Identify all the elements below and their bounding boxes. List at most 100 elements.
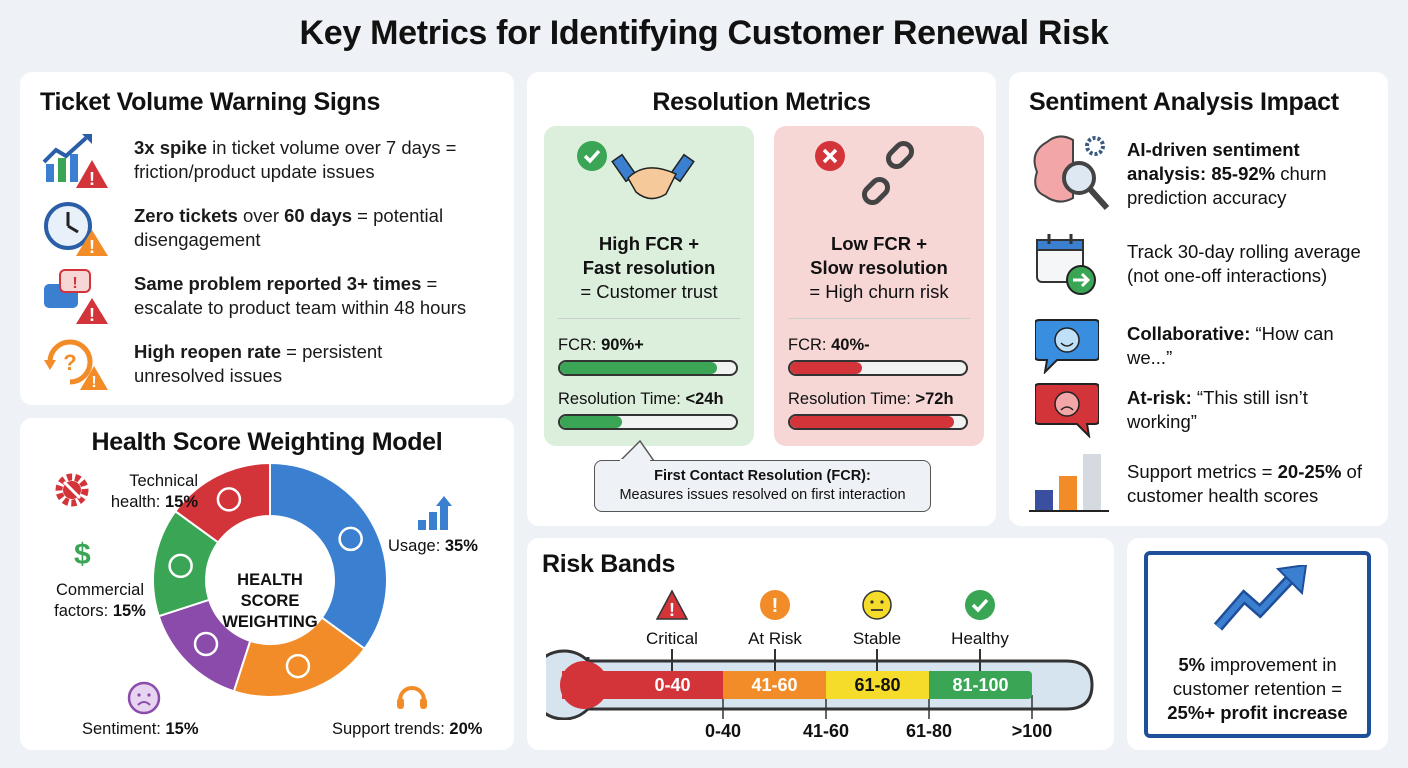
label-pct: 15% bbox=[165, 720, 199, 738]
ticket-item-repeat: Same problem reported 3+ times = escalat… bbox=[134, 272, 504, 320]
text-segment: 20-25% bbox=[1277, 461, 1342, 482]
svg-text:?: ? bbox=[63, 350, 76, 375]
clock-warning-icon: ! bbox=[42, 200, 110, 263]
svg-text:!: ! bbox=[91, 374, 96, 391]
page-title: Key Metrics for Identifying Customer Ren… bbox=[299, 14, 1109, 52]
band-label-at-risk: At Risk bbox=[748, 629, 802, 648]
ticket-item-spike: 3x spike in ticket volume over 7 days = … bbox=[134, 136, 494, 184]
fcr-progress-bar bbox=[558, 360, 738, 376]
ticket-item-zero: Zero tickets over 60 days = potential di… bbox=[134, 204, 494, 252]
fcr-callout: First Contact Resolution (FCR): Measures… bbox=[594, 460, 931, 512]
label-text: Sentiment: bbox=[82, 720, 166, 738]
label-text: Resolution Time: bbox=[558, 390, 686, 408]
risk-bands-heading: Risk Bands bbox=[542, 550, 676, 578]
text-segment: = potential disengagement bbox=[134, 205, 444, 250]
segment-icon bbox=[285, 653, 311, 679]
sad-face-icon bbox=[126, 680, 162, 721]
bar-fill bbox=[560, 416, 622, 428]
text-segment: “How can we...” bbox=[1127, 323, 1334, 368]
card-subtitle: = High churn risk bbox=[809, 281, 949, 302]
center-line: SCORE bbox=[240, 592, 300, 610]
health-score-panel: Health Score Weighting Model HEALTH SCOR… bbox=[20, 418, 514, 750]
tick-label: >100 bbox=[1011, 721, 1053, 741]
bar-chart-icon bbox=[1029, 454, 1109, 512]
label-text: FCR: bbox=[558, 336, 602, 354]
band-label-stable: Stable bbox=[852, 629, 902, 648]
usage-label: Usage: 35% bbox=[388, 536, 478, 557]
segment-icon bbox=[193, 631, 219, 657]
label-text: FCR: bbox=[788, 336, 832, 354]
fcr-value: 90%+ bbox=[601, 336, 644, 354]
text-segment: 60 days bbox=[284, 205, 353, 226]
trending-up-arrow-icon bbox=[1213, 565, 1308, 631]
resolution-time-label: Resolution Time: >72h bbox=[788, 390, 954, 409]
warning-triangle-icon: ! bbox=[655, 589, 689, 620]
label-text: Technical health: bbox=[110, 472, 198, 511]
trending-chart-warning-icon: ! bbox=[42, 132, 110, 195]
label-pct: 35% bbox=[444, 537, 478, 555]
center-line: HEALTH bbox=[237, 571, 303, 589]
sentiment-label: Sentiment: 15% bbox=[82, 719, 199, 740]
svg-text:!: ! bbox=[89, 169, 95, 189]
resolution-heading: Resolution Metrics bbox=[652, 88, 871, 116]
text-segment: Zero tickets bbox=[134, 205, 238, 226]
text-segment: 5% bbox=[1178, 654, 1206, 675]
bar-fill bbox=[560, 362, 717, 374]
text-segment: over bbox=[237, 205, 285, 226]
support-label: Support trends: 20% bbox=[332, 719, 482, 740]
fcr-progress-bar bbox=[788, 360, 968, 376]
health-score-donut bbox=[152, 461, 388, 698]
label-text: Resolution Time: bbox=[788, 390, 916, 408]
label-text: Usage: bbox=[388, 537, 445, 555]
sentiment-item-atrisk: At-risk: “This still isn’t working” bbox=[1127, 386, 1377, 434]
label-pct: 15% bbox=[164, 493, 198, 511]
check-circle-icon bbox=[965, 590, 995, 620]
sentiment-heading: Sentiment Analysis Impact bbox=[1029, 88, 1339, 116]
retention-panel: 5% improvement in customer retention = 2… bbox=[1127, 538, 1388, 750]
dollar-icon: $ bbox=[74, 538, 91, 571]
resolution-time-bar bbox=[558, 414, 738, 430]
fcr-value: 40%- bbox=[831, 336, 870, 354]
health-score-heading: Health Score Weighting Model bbox=[91, 428, 443, 456]
text-segment: 3x spike bbox=[134, 137, 208, 158]
band-critical: 0-40 bbox=[562, 671, 723, 699]
text-segment: = escalate to product team within 48 hou… bbox=[134, 273, 467, 318]
text-segment: AI-driven sentiment analysis: 85-92% bbox=[1127, 139, 1300, 184]
text-segment: “This still isn’t working” bbox=[1127, 387, 1308, 432]
text-segment: At-risk: bbox=[1127, 387, 1192, 408]
svg-text:!: ! bbox=[72, 275, 77, 292]
card-subtitle: = Customer trust bbox=[580, 281, 718, 302]
risk-bands-panel: Risk Bands bbox=[527, 538, 1114, 750]
callout-text: Measures issues resolved on first intera… bbox=[619, 487, 906, 503]
band-label-healthy: Healthy bbox=[951, 629, 1009, 648]
text-segment: of customer health scores bbox=[1127, 461, 1362, 506]
center-line: WEIGHTING bbox=[222, 613, 318, 631]
bar-fill bbox=[790, 416, 954, 428]
neutral-face-icon bbox=[862, 590, 892, 620]
gear-wrench-icon bbox=[52, 470, 92, 515]
band-range: 0-40 bbox=[654, 675, 691, 695]
bad-resolution-card: Low FCR + Slow resolution = High churn r… bbox=[774, 126, 984, 446]
text-segment: Track 30-day rolling average (not one-of… bbox=[1127, 241, 1361, 286]
band-stable: 61-80 bbox=[826, 671, 929, 699]
text-segment: Support metrics = bbox=[1127, 461, 1278, 482]
text-segment: Same problem reported 3+ times bbox=[134, 273, 422, 294]
time-value: >72h bbox=[915, 390, 954, 408]
sentiment-panel: Sentiment Analysis Impact AI-driven sent… bbox=[1009, 72, 1388, 526]
usage-bars-icon bbox=[416, 496, 456, 537]
label-text: Commercial factors: bbox=[54, 581, 144, 620]
donut-segment-usage bbox=[269, 461, 388, 651]
happy-chat-icon bbox=[1035, 319, 1099, 374]
resolution-time-label: Resolution Time: <24h bbox=[558, 390, 724, 409]
card-heading: Slow resolution bbox=[810, 257, 948, 278]
svg-text:!: ! bbox=[669, 600, 675, 620]
segment-icon bbox=[338, 526, 363, 552]
fcr-label: FCR: 90%+ bbox=[558, 336, 644, 355]
check-handshake-icon bbox=[577, 141, 695, 200]
time-value: <24h bbox=[685, 390, 724, 408]
ticket-volume-panel: Ticket Volume Warning Signs ! 3x spike i… bbox=[20, 72, 514, 405]
chat-warning-icon: !! bbox=[42, 268, 110, 331]
sentiment-item-track: Track 30-day rolling average (not one-of… bbox=[1127, 240, 1387, 288]
label-text: Support trends: bbox=[332, 720, 450, 738]
svg-text:!: ! bbox=[89, 237, 95, 257]
